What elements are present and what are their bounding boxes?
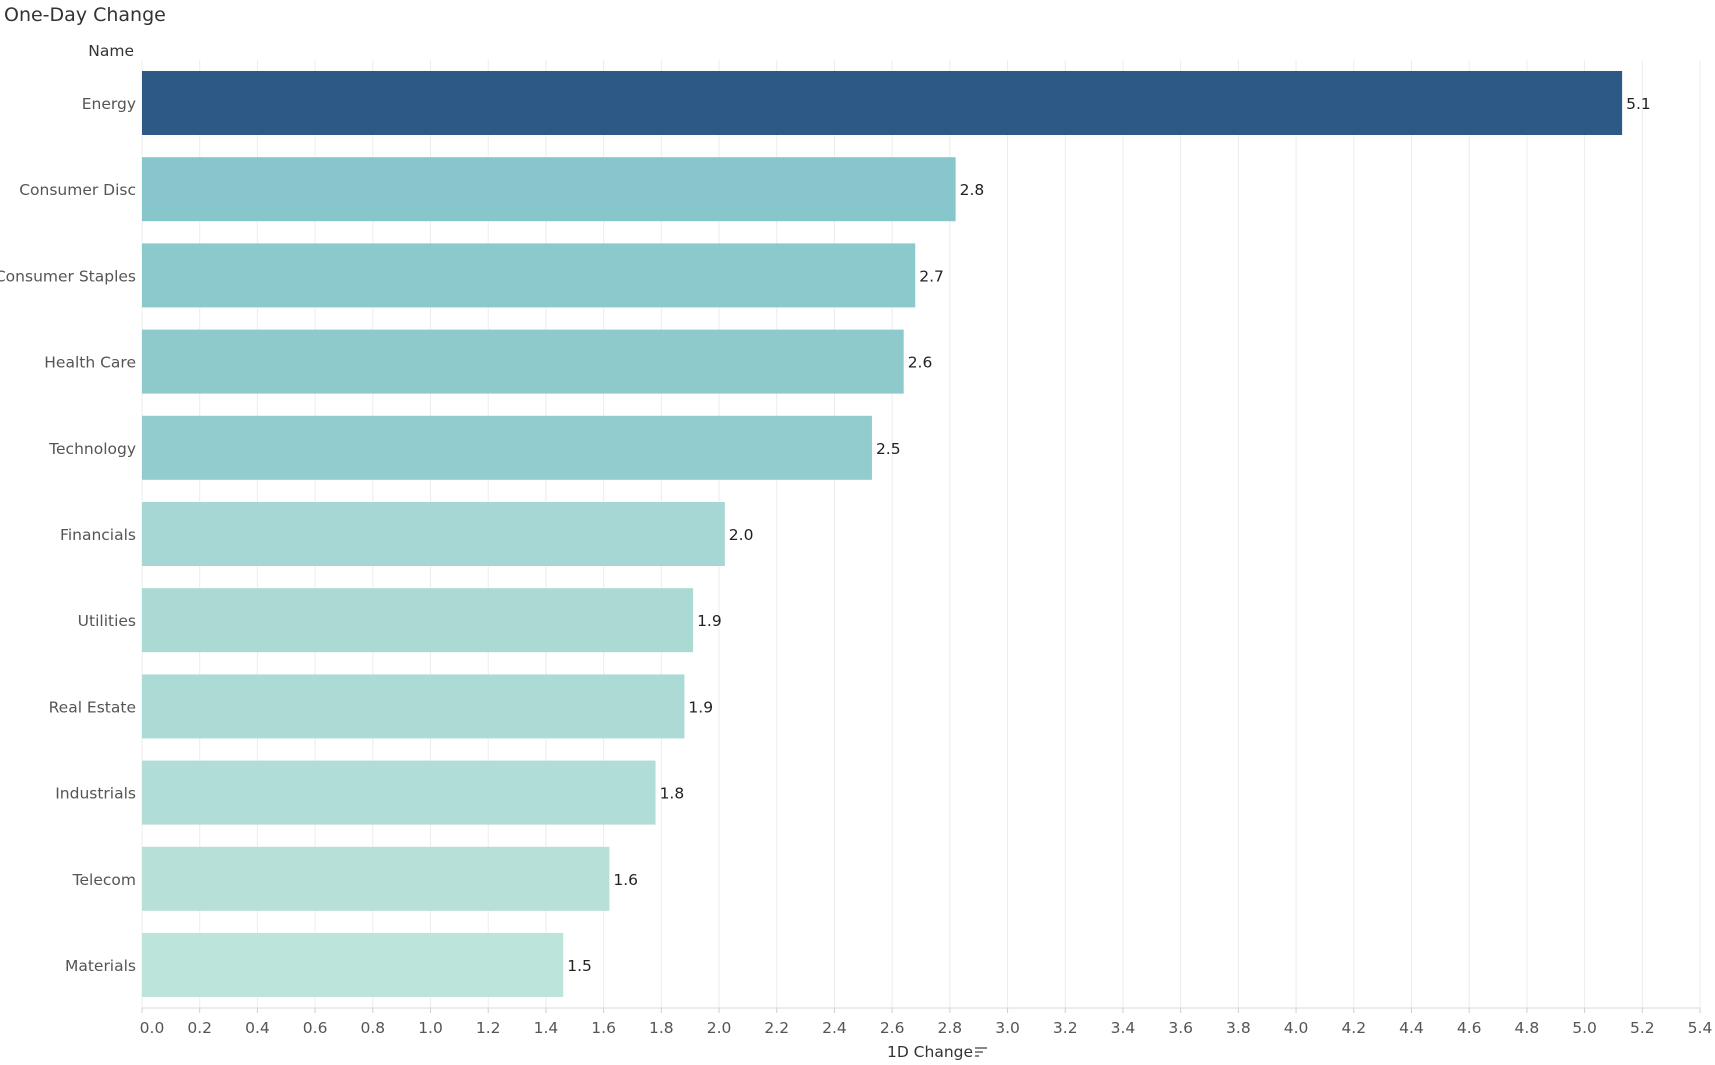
data-label: 1.9 [688, 698, 713, 716]
x-tick-label: 2.8 [938, 1019, 963, 1037]
x-tick-label: 0.6 [303, 1019, 328, 1037]
data-label: 2.0 [729, 526, 754, 544]
x-tick-label: 5.4 [1688, 1019, 1713, 1037]
bars [142, 71, 1623, 997]
category-label: Consumer Staples [0, 267, 136, 285]
category-label: Utilities [78, 612, 136, 630]
x-tick-label: 1.4 [534, 1019, 559, 1037]
x-tick-label: 4.6 [1457, 1019, 1482, 1037]
x-tick-label: 3.8 [1226, 1019, 1251, 1037]
bar[interactable] [142, 157, 956, 222]
data-label: 1.9 [697, 612, 722, 630]
bar[interactable] [142, 243, 916, 308]
x-tick-label: 3.6 [1168, 1019, 1193, 1037]
x-tick-label: 5.0 [1572, 1019, 1597, 1037]
bar[interactable] [142, 502, 725, 566]
bar[interactable] [142, 415, 872, 480]
x-tick-label: 4.8 [1515, 1019, 1540, 1037]
x-tick-label: 5.2 [1630, 1019, 1655, 1037]
row-header-label: Name [88, 42, 134, 60]
x-tick-label: 3.2 [1053, 1019, 1078, 1037]
x-tick-label: 4.4 [1399, 1019, 1424, 1037]
category-label: Technology [48, 440, 136, 458]
category-label: Telecom [72, 871, 136, 889]
data-label: 1.6 [613, 871, 638, 889]
x-tick-label: 2.4 [822, 1019, 847, 1037]
x-tick-label: 2.0 [707, 1019, 732, 1037]
x-tick-label: 4.0 [1284, 1019, 1309, 1037]
category-label: Industrials [55, 785, 136, 803]
category-label: Materials [65, 957, 136, 975]
data-label: 2.6 [908, 354, 933, 372]
x-tick-label: 1.2 [476, 1019, 501, 1037]
x-tick-label: 1.6 [591, 1019, 616, 1037]
category-label: Real Estate [49, 698, 136, 716]
x-axis-title: 1D Change [887, 1043, 973, 1061]
category-label: Financials [60, 526, 136, 544]
x-tick-label: 1.0 [418, 1019, 443, 1037]
data-label: 5.1 [1626, 95, 1651, 113]
bar[interactable] [142, 71, 1623, 135]
data-label: 2.8 [960, 181, 985, 199]
x-tick-label: 2.6 [880, 1019, 905, 1037]
category-label: Energy [82, 95, 136, 113]
chart-title: One-Day Change [4, 4, 166, 26]
x-tick-label: 3.4 [1111, 1019, 1136, 1037]
data-label: 1.8 [660, 785, 685, 803]
x-tick-label: 0.0 [140, 1019, 165, 1037]
category-label: Consumer Disc [19, 181, 136, 199]
x-tick-label: 0.2 [187, 1019, 212, 1037]
bar[interactable] [142, 588, 694, 653]
x-axis-ticks: 0.0 0.2 0.4 0.6 0.8 1.0 1.2 1.4 1.6 1.8 2.0 2.2 2.4 2… [140, 1008, 1713, 1037]
data-label: 1.5 [567, 957, 592, 975]
data-label: 2.5 [876, 440, 901, 458]
x-tick-label: 0.8 [360, 1019, 385, 1037]
labels: Energy 5.1 Consumer Disc 2.8 Consumer Staple… [0, 95, 1651, 975]
x-tick-label: 1.8 [649, 1019, 674, 1037]
bar[interactable] [142, 329, 904, 394]
category-label: Health Care [44, 354, 136, 372]
x-tick-label: 4.2 [1341, 1019, 1366, 1037]
x-tick-label: 3.0 [995, 1019, 1020, 1037]
x-tick-label: 0.4 [245, 1019, 270, 1037]
data-label: 2.7 [919, 267, 944, 285]
bar[interactable] [142, 846, 610, 911]
bar[interactable] [142, 933, 564, 997]
sort-descending-icon[interactable] [975, 1047, 987, 1057]
x-tick-label: 2.2 [764, 1019, 789, 1037]
bar[interactable] [142, 674, 685, 739]
bar[interactable] [142, 760, 656, 825]
